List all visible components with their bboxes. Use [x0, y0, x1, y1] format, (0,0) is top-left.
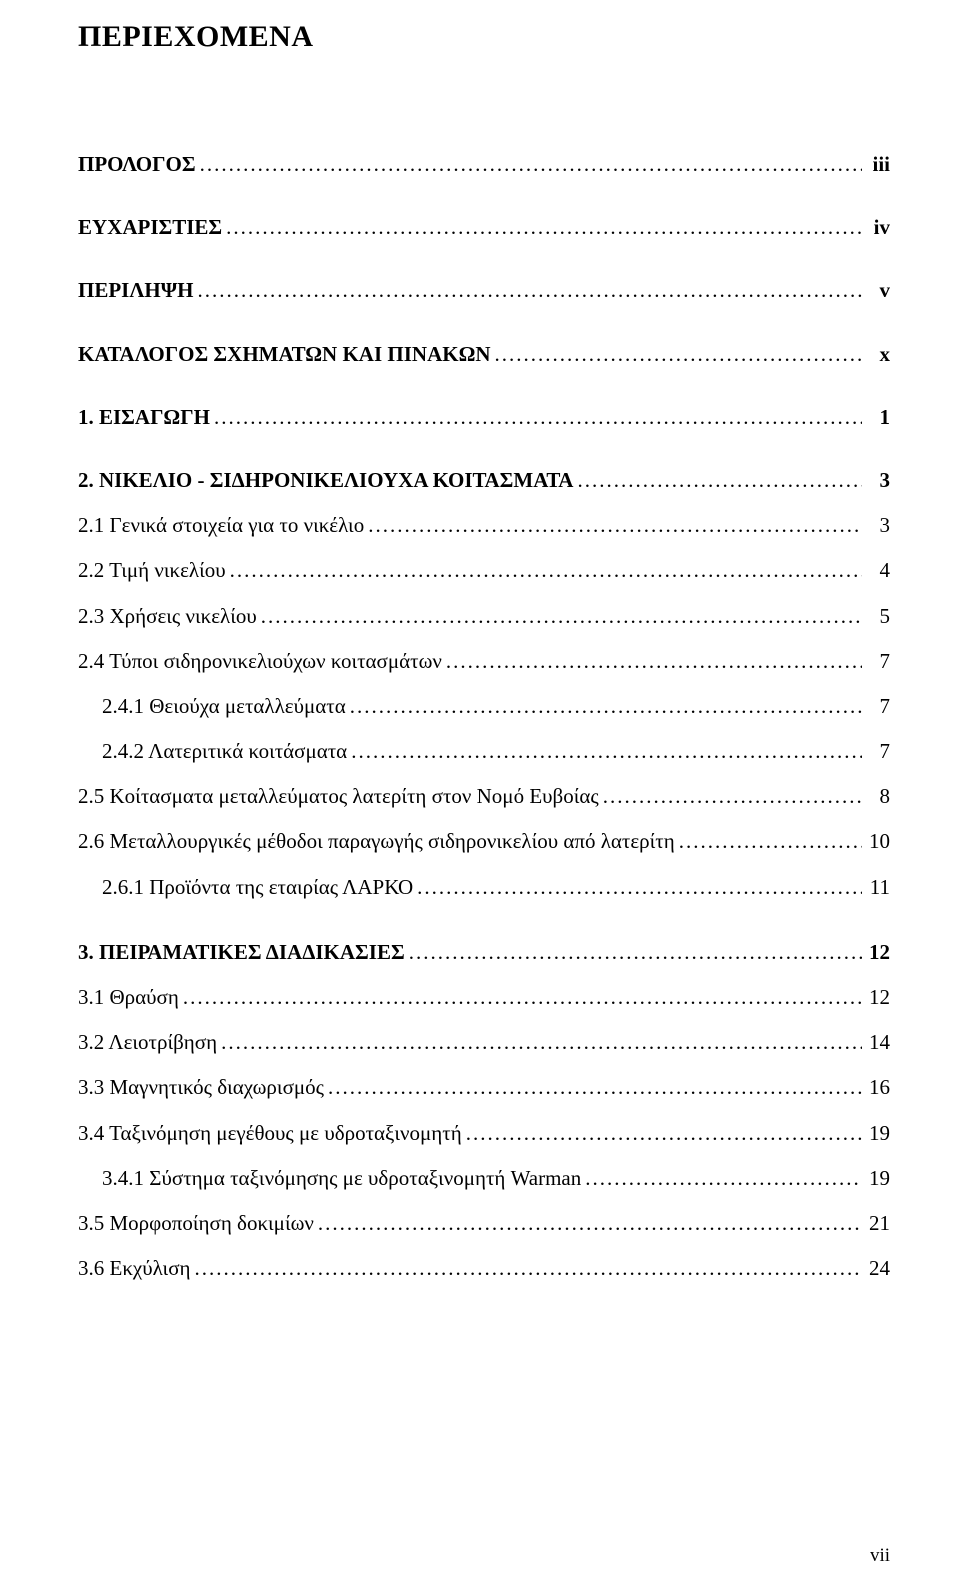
toc-entry-label: 2.6.1 Προϊόντα της εταιρίας ΛΑΡΚΟ [102, 875, 413, 900]
toc-entry-page: 10 [866, 829, 890, 854]
toc-entry-page: 3 [866, 468, 890, 493]
toc-entry: 3.4 Ταξινόμηση μεγέθους με υδροταξινομητ… [78, 1121, 890, 1146]
toc-entry-label: 3.3 Μαγνητικός διαχωρισμός [78, 1075, 324, 1100]
toc-entry-label: 2.1 Γενικά στοιχεία για το νικέλιο [78, 513, 364, 538]
toc-entry-page: 5 [866, 604, 890, 629]
toc-entry-page: iii [866, 152, 890, 177]
toc-leader-dots [350, 694, 862, 719]
toc-entry: 2.1 Γενικά στοιχεία για το νικέλιο 3 [78, 513, 890, 538]
toc-leader-dots [200, 152, 862, 177]
toc-entry: 3.4.1 Σύστημα ταξινόμησης με υδροταξινομ… [78, 1166, 890, 1191]
toc-entry: 2.4 Τύποι σιδηρονικελιούχων κοιτασμάτων 7 [78, 649, 890, 674]
toc-entry: ΠΕΡΙΛΗΨΗ v [78, 278, 890, 303]
toc-leader-dots [195, 1256, 862, 1281]
toc-entry-page: 19 [866, 1166, 890, 1191]
toc-leader-dots [214, 405, 862, 430]
page: ΠΕΡΙΕΧΟΜΕΝΑ ΠΡΟΛΟΓΟΣ iii ΕΥΧΑΡΙΣΤΙΕΣ iv ΠΕΡΙ… [0, 0, 960, 1591]
toc-entry-label: 2.4.1 Θειούχα μεταλλεύματα [102, 694, 346, 719]
toc-entry-page: v [866, 278, 890, 303]
toc-entry: ΠΡΟΛΟΓΟΣ iii [78, 152, 890, 177]
toc-entry: 3.1 Θραύση 12 [78, 985, 890, 1010]
toc-entry-label: ΠΕΡΙΛΗΨΗ [78, 278, 193, 303]
toc-leader-dots [226, 215, 862, 240]
toc-entry-label: 1. ΕΙΣΑΓΩΓΗ [78, 405, 210, 430]
toc-entry: 3.2 Λειοτρίβηση 14 [78, 1030, 890, 1055]
toc-entry: 2.4.1 Θειούχα μεταλλεύματα 7 [78, 694, 890, 719]
toc-leader-dots [409, 940, 862, 965]
toc-leader-dots [417, 875, 862, 900]
toc-entry-page: 8 [866, 784, 890, 809]
toc-entry: 2. ΝΙΚΕΛΙΟ - ΣΙΔΗΡΟΝΙΚΕΛΙΟΥΧΑ ΚΟΙΤΑΣΜΑΤΑ… [78, 468, 890, 493]
toc-entry-page: 4 [866, 558, 890, 583]
page-number: vii [870, 1545, 890, 1567]
toc-entry-page: 7 [866, 694, 890, 719]
toc-entry-label: 2.6 Μεταλλουργικές μέθοδοι παραγωγής σιδ… [78, 829, 675, 854]
toc-leader-dots [318, 1211, 862, 1236]
toc-entry-page: 24 [866, 1256, 890, 1281]
toc-leader-dots [585, 1166, 862, 1191]
toc-entry-page: 12 [866, 985, 890, 1010]
toc-entry-label: 2.4 Τύποι σιδηρονικελιούχων κοιτασμάτων [78, 649, 442, 674]
toc-entry-label: ΕΥΧΑΡΙΣΤΙΕΣ [78, 215, 222, 240]
toc-entry-page: 3 [866, 513, 890, 538]
toc-entry-label: 2.3 Χρήσεις νικελίου [78, 604, 257, 629]
toc-leader-dots [603, 784, 862, 809]
toc-entry: ΚΑΤΑΛΟΓΟΣ ΣΧΗΜΑΤΩΝ ΚΑΙ ΠΙΝΑΚΩΝ x [78, 342, 890, 367]
toc-entry: 2.3 Χρήσεις νικελίου 5 [78, 604, 890, 629]
toc-entry-page: 7 [866, 739, 890, 764]
table-of-contents: ΠΡΟΛΟΓΟΣ iii ΕΥΧΑΡΙΣΤΙΕΣ iv ΠΕΡΙΛΗΨΗ v ΚΑΤΑΛΟΓ… [78, 152, 890, 1281]
toc-leader-dots [221, 1030, 862, 1055]
toc-entry-page: 11 [866, 875, 890, 900]
toc-leader-dots [495, 342, 862, 367]
toc-entry: 2.6 Μεταλλουργικές μέθοδοι παραγωγής σιδ… [78, 829, 890, 854]
toc-leader-dots [577, 468, 862, 493]
toc-entry: 3. ΠΕΙΡΑΜΑΤΙΚΕΣ ΔΙΑΔΙΚΑΣΙΕΣ 12 [78, 940, 890, 965]
toc-entry-page: 1 [866, 405, 890, 430]
toc-entry: 2.6.1 Προϊόντα της εταιρίας ΛΑΡΚΟ 11 [78, 875, 890, 900]
toc-entry-label: 2. ΝΙΚΕΛΙΟ - ΣΙΔΗΡΟΝΙΚΕΛΙΟΥΧΑ ΚΟΙΤΑΣΜΑΤΑ [78, 468, 573, 493]
toc-leader-dots [466, 1121, 862, 1146]
toc-entry-page: 7 [866, 649, 890, 674]
toc-entry-label: 2.4.2 Λατεριτικά κοιτάσματα [102, 739, 347, 764]
toc-leader-dots [328, 1075, 862, 1100]
toc-entry-label: 3.5 Μορφοποίηση δοκιμίων [78, 1211, 314, 1236]
toc-entry-label: 2.2 Τιμή νικελίου [78, 558, 226, 583]
toc-entry-label: 3.6 Εκχύλιση [78, 1256, 191, 1281]
toc-leader-dots [351, 739, 862, 764]
toc-entry-page: 14 [866, 1030, 890, 1055]
toc-entry-page: 21 [866, 1211, 890, 1236]
toc-entry: 1. ΕΙΣΑΓΩΓΗ 1 [78, 405, 890, 430]
toc-entry-label: 3.1 Θραύση [78, 985, 179, 1010]
toc-entry: 3.3 Μαγνητικός διαχωρισμός 16 [78, 1075, 890, 1100]
toc-entry: 2.4.2 Λατεριτικά κοιτάσματα 7 [78, 739, 890, 764]
toc-leader-dots [446, 649, 862, 674]
toc-entry-page: 16 [866, 1075, 890, 1100]
toc-entry-label: 3.4 Ταξινόμηση μεγέθους με υδροταξινομητ… [78, 1121, 462, 1146]
toc-entry-label: ΚΑΤΑΛΟΓΟΣ ΣΧΗΜΑΤΩΝ ΚΑΙ ΠΙΝΑΚΩΝ [78, 342, 491, 367]
toc-entry-page: iv [866, 215, 890, 240]
toc-entry-page: 12 [866, 940, 890, 965]
toc-leader-dots [261, 604, 862, 629]
toc-leader-dots [183, 985, 862, 1010]
toc-entry-page: 19 [866, 1121, 890, 1146]
toc-entry-label: 3.4.1 Σύστημα ταξινόμησης με υδροταξινομ… [102, 1166, 581, 1191]
toc-entry: 3.5 Μορφοποίηση δοκιμίων 21 [78, 1211, 890, 1236]
toc-entry: 2.5 Κοίτασματα μεταλλεύματος λατερίτη στ… [78, 784, 890, 809]
page-title: ΠΕΡΙΕΧΟΜΕΝΑ [78, 20, 890, 54]
toc-entry-label: ΠΡΟΛΟΓΟΣ [78, 152, 196, 177]
toc-leader-dots [679, 829, 862, 854]
toc-entry: 3.6 Εκχύλιση 24 [78, 1256, 890, 1281]
toc-leader-dots [368, 513, 862, 538]
toc-entry-label: 3. ΠΕΙΡΑΜΑΤΙΚΕΣ ΔΙΑΔΙΚΑΣΙΕΣ [78, 940, 405, 965]
toc-entry: 2.2 Τιμή νικελίου 4 [78, 558, 890, 583]
toc-entry: ΕΥΧΑΡΙΣΤΙΕΣ iv [78, 215, 890, 240]
toc-leader-dots [230, 558, 862, 583]
toc-entry-label: 3.2 Λειοτρίβηση [78, 1030, 217, 1055]
toc-leader-dots [197, 278, 862, 303]
toc-entry-page: x [866, 342, 890, 367]
toc-entry-label: 2.5 Κοίτασματα μεταλλεύματος λατερίτη στ… [78, 784, 599, 809]
